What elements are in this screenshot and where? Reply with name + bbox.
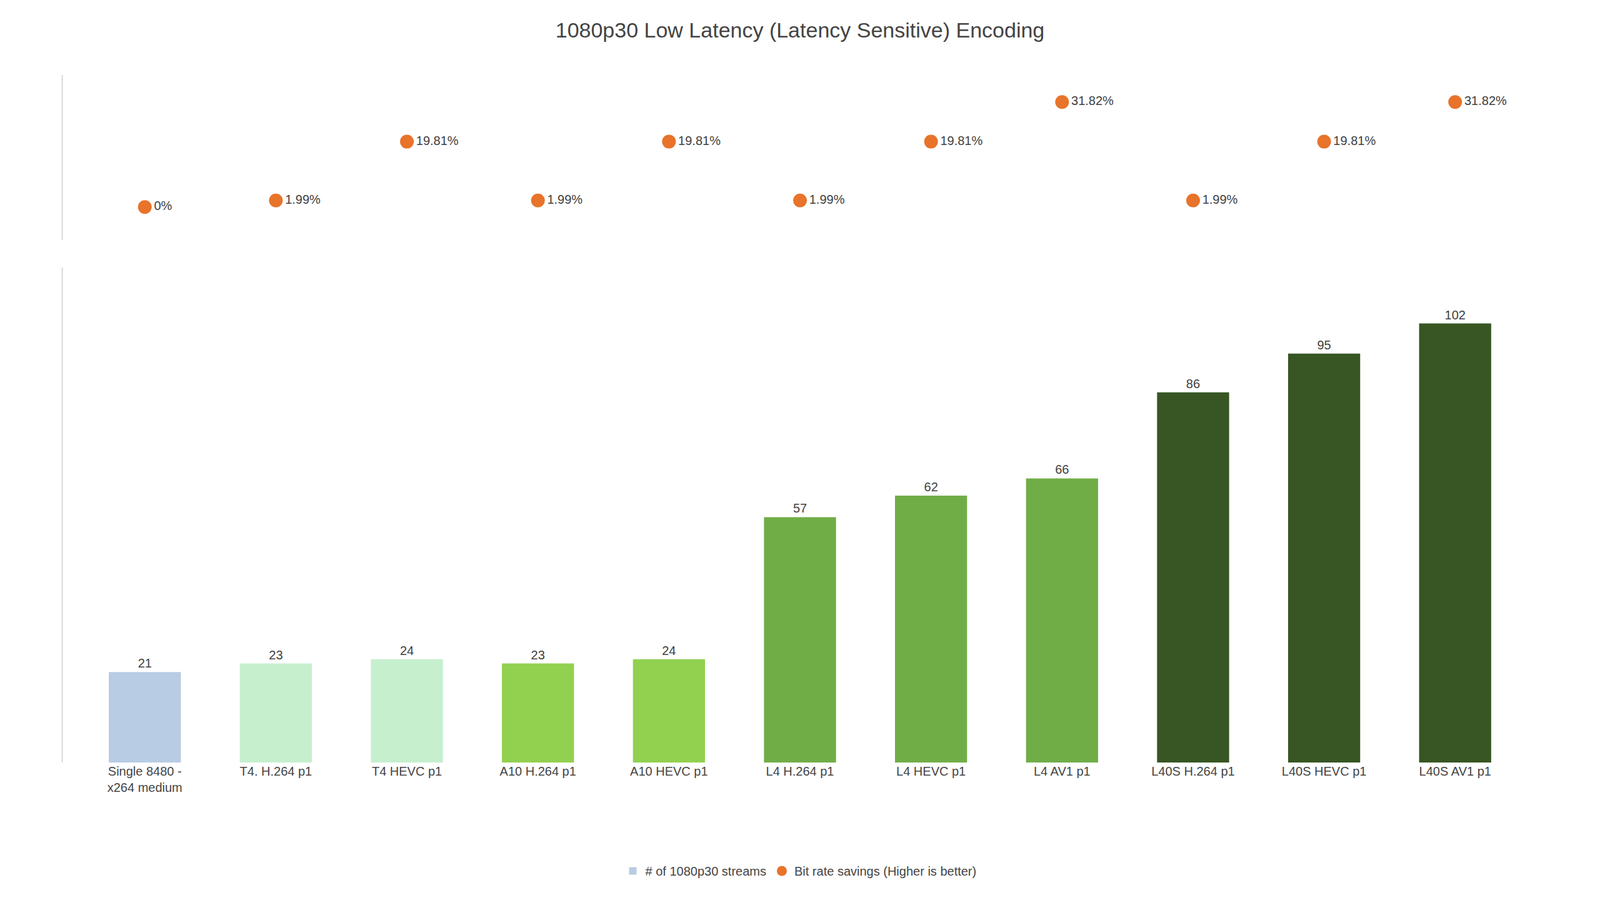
svg-text:T4 HEVC p1: T4 HEVC p1 <box>371 764 442 779</box>
svg-text:19.81%: 19.81% <box>1333 133 1376 148</box>
svg-text:L40S H.264 p1: L40S H.264 p1 <box>1151 764 1235 779</box>
svg-text:1.99%: 1.99% <box>809 192 845 207</box>
svg-text:L4 AV1 p1: L4 AV1 p1 <box>1033 764 1091 779</box>
svg-text:Bit rate savings (Higher is be: Bit rate savings (Higher is better) <box>794 864 977 879</box>
svg-text:Single 8480 -x264 medium: Single 8480 -x264 medium <box>107 764 183 795</box>
svg-text:19.81%: 19.81% <box>678 133 721 148</box>
svg-text:31.82%: 31.82% <box>1071 93 1114 108</box>
svg-text:24: 24 <box>400 643 414 658</box>
svg-text:1080p30 Low Latency (Latency S: 1080p30 Low Latency (Latency Sensitive) … <box>555 18 1045 42</box>
svg-text:23: 23 <box>531 648 545 662</box>
svg-text:21: 21 <box>138 656 152 670</box>
svg-text:19.81%: 19.81% <box>940 133 983 148</box>
svg-text:L4 HEVC p1: L4 HEVC p1 <box>896 764 966 779</box>
svg-text:62: 62 <box>924 480 939 494</box>
svg-text:66: 66 <box>1055 462 1069 477</box>
svg-text:T4. H.264 p1: T4. H.264 p1 <box>240 764 313 779</box>
svg-text:# of 1080p30 streams: # of 1080p30 streams <box>645 864 767 879</box>
svg-text:A10 H.264 p1: A10 H.264 p1 <box>500 764 577 779</box>
svg-text:57: 57 <box>793 501 807 515</box>
svg-text:1.99%: 1.99% <box>546 192 583 207</box>
svg-text:23: 23 <box>268 648 283 662</box>
svg-text:24: 24 <box>661 643 676 658</box>
svg-text:1.99%: 1.99% <box>1202 192 1239 207</box>
svg-text:0%: 0% <box>154 198 173 213</box>
svg-text:95: 95 <box>1316 338 1331 352</box>
svg-text:A10 HEVC p1: A10 HEVC p1 <box>630 764 709 779</box>
svg-text:L40S AV1 p1: L40S AV1 p1 <box>1419 764 1492 779</box>
svg-text:L40S HEVC p1: L40S HEVC p1 <box>1281 764 1367 779</box>
svg-text:L4 H.264 p1: L4 H.264 p1 <box>766 764 835 779</box>
svg-text:1.99%: 1.99% <box>285 192 321 207</box>
svg-text:86: 86 <box>1186 376 1200 391</box>
svg-text:102: 102 <box>1445 308 1466 322</box>
svg-text:31.82%: 31.82% <box>1464 93 1507 108</box>
svg-text:19.81%: 19.81% <box>416 133 459 148</box>
